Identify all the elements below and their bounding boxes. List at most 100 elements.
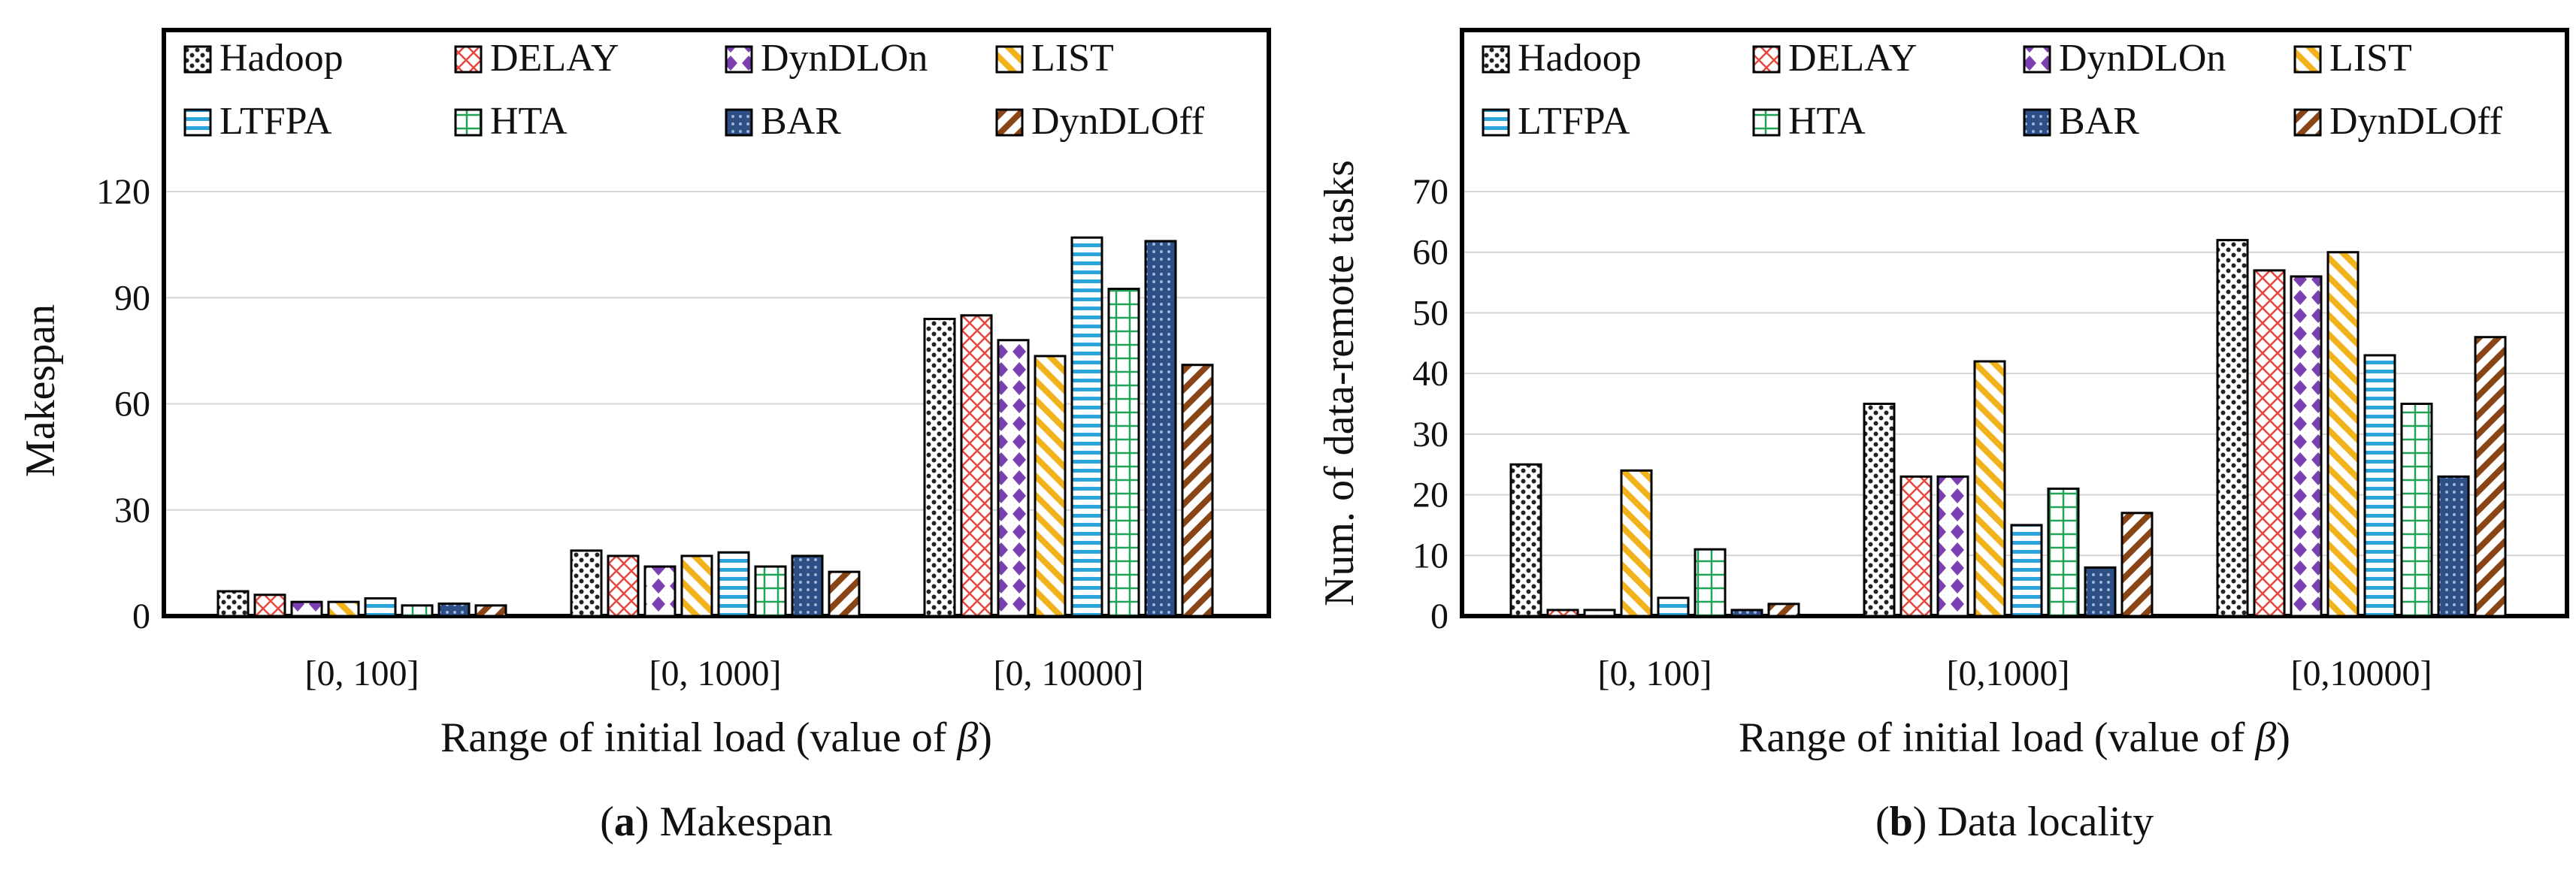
y-tick-label: 30 [1412, 415, 1448, 455]
bar-list [2326, 251, 2360, 618]
y-tick-label: 10 [1412, 536, 1448, 575]
bar-delay [1899, 475, 1933, 618]
panel-b: 0 10 20 30 40 50 60 70 [0, 100] [0,1000] [0,10000… [1316, 28, 2569, 845]
bar-ltfpa [1070, 236, 1103, 618]
legend-label-list: LIST [2329, 37, 2412, 80]
panel-b-xticks: [0, 100] [0,1000] [0,10000] [1598, 654, 2432, 693]
legend-swatch-list [2293, 45, 2322, 74]
bar-dyndloff [2120, 512, 2154, 618]
legend-swatch-bar [725, 108, 753, 137]
legend-swatch-bar [2023, 108, 2051, 137]
panel-a-caption: (a) Makespan [600, 799, 832, 845]
bar-dyndloff [1181, 364, 1214, 618]
bar-delay [253, 594, 286, 618]
panel-a-legend: Hadoop DELAY DynDLOn LIST LTFPA HTA BAR DynDLOf… [183, 37, 1205, 143]
panel-a-frame [162, 28, 1271, 618]
legend-label-list: LIST [1031, 37, 1114, 80]
legend-swatch-ltfpa [1482, 108, 1510, 137]
panel-a-xlabel: Range of initial load (value of β) [440, 714, 992, 761]
bar-hta [754, 565, 787, 618]
legend-label-bar: BAR [761, 100, 841, 143]
panel-a-ylabel: Makespan [17, 304, 64, 477]
panel-a-bars [216, 236, 1214, 618]
legend-swatch-delay [454, 45, 483, 74]
bar-ltfpa [2010, 524, 2043, 618]
legend-swatch-dyndlon [725, 45, 753, 74]
legend-swatch-hta [1752, 108, 1781, 137]
legend-swatch-ltfpa [183, 108, 212, 137]
x-tick-label: [0, 100] [305, 654, 419, 693]
legend-swatch-dyndlon [2023, 45, 2051, 74]
bar-hta [1694, 548, 1727, 618]
x-tick-label: [0, 10000] [994, 654, 1144, 693]
y-tick-label: 60 [114, 385, 150, 424]
bar-dyndloff [474, 604, 507, 618]
bar-bar [1144, 240, 1177, 618]
legend-label-ltfpa: LTFPA [219, 100, 332, 143]
bar-delay [1546, 609, 1579, 618]
panel-b-bars [1509, 239, 2507, 618]
legend-label-hadoop: Hadoop [1518, 37, 1642, 80]
bar-hta [401, 604, 434, 618]
bar-list [1973, 360, 2006, 618]
x-tick-label: [0, 1000] [649, 654, 782, 693]
panel-b-ylabel: Num. of data-remote tasks [1316, 160, 1363, 606]
bar-dyndlon [643, 565, 677, 618]
bar-dyndlon [1936, 475, 1969, 618]
bar-hadoop [570, 549, 603, 618]
bar-list [1034, 355, 1067, 618]
bar-bar [791, 554, 824, 618]
legend-label-dyndlon: DynDLOn [2059, 37, 2226, 80]
bar-list [1620, 469, 1653, 618]
panel-a: 0 30 60 90 120 [0, 100] [0, 1000] [0, 10000] H… [17, 28, 1271, 845]
legend-label-dyndloff: DynDLOff [1031, 100, 1205, 143]
bar-ltfpa [364, 597, 397, 618]
legend-label-hta: HTA [1788, 100, 1866, 143]
y-tick-label: 60 [1412, 233, 1448, 273]
bar-hadoop [1509, 463, 1542, 618]
legend-label-dyndloff: DynDLOff [2329, 100, 2503, 143]
x-tick-label: [0,1000] [1947, 654, 2070, 693]
bar-list [680, 554, 713, 618]
panel-b-xlabel: Range of initial load (value of β) [1739, 714, 2290, 761]
legend-swatch-hadoop [183, 45, 212, 74]
panel-b-yticks: 0 10 20 30 40 50 60 70 [1412, 172, 1448, 636]
bar-ltfpa [2363, 354, 2396, 618]
panel-b-caption: (b) Data locality [1875, 799, 2154, 845]
bar-hta [2047, 488, 2080, 618]
legend-swatch-hadoop [1482, 45, 1510, 74]
panel-a-yticks: 0 30 60 90 120 [96, 172, 150, 636]
bar-hta [1107, 287, 1140, 618]
bar-delay [2253, 269, 2286, 618]
bar-bar [1730, 609, 1763, 618]
y-tick-label: 50 [1412, 293, 1448, 333]
bar-hadoop [923, 318, 956, 618]
bar-dyndlon [997, 339, 1030, 618]
y-tick-label: 70 [1412, 172, 1448, 212]
legend-label-delay: DELAY [1788, 37, 1917, 80]
y-tick-label: 0 [1430, 597, 1448, 636]
bar-delay [607, 554, 640, 618]
bar-bar [437, 603, 471, 618]
y-tick-label: 30 [114, 491, 150, 530]
legend-swatch-dyndloff [2293, 108, 2322, 137]
y-tick-label: 90 [114, 278, 150, 318]
bar-dyndloff [2474, 336, 2507, 618]
bar-dyndlon [1583, 609, 1616, 618]
legend-label-delay: DELAY [490, 37, 619, 80]
legend-label-ltfpa: LTFPA [1518, 100, 1630, 143]
bar-bar [2084, 566, 2117, 618]
legend-label-bar: BAR [2059, 100, 2139, 143]
legend-label-hadoop: Hadoop [219, 37, 344, 80]
bar-hadoop [2216, 239, 2249, 618]
legend-label-hta: HTA [490, 100, 568, 143]
bar-dyndlon [290, 600, 323, 618]
y-tick-label: 120 [96, 172, 150, 212]
bar-ltfpa [717, 551, 750, 618]
legend-swatch-delay [1752, 45, 1781, 74]
y-tick-label: 20 [1412, 476, 1448, 515]
bar-list [327, 600, 360, 618]
legend-label-dyndlon: DynDLOn [761, 37, 928, 80]
y-tick-label: 40 [1412, 354, 1448, 394]
